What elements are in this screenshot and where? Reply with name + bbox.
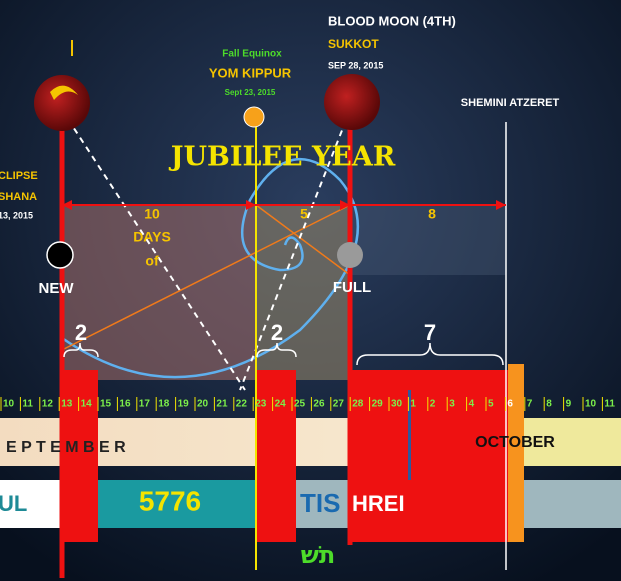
sukkot: SUKKOT (328, 37, 379, 51)
blood-moon (324, 74, 380, 130)
day-label: 5 (488, 399, 494, 410)
span-five: 5 (300, 206, 308, 222)
september: E P T E M B E R (6, 439, 126, 456)
day-label: 18 (158, 399, 170, 410)
day-label: 13 (61, 399, 73, 410)
day-label: 24 (275, 399, 287, 410)
of-label: of (145, 253, 159, 269)
hebrew-letters: תשׁ (301, 541, 336, 569)
elul: UL (0, 491, 27, 516)
full-moon (337, 242, 363, 268)
day-label: 14 (81, 399, 93, 410)
brace-label: 2 (75, 320, 87, 345)
day-label: 10 (585, 399, 597, 410)
orange-bar (508, 364, 524, 542)
day-label: 9 (566, 399, 572, 410)
day-label: 29 (372, 399, 384, 410)
day-label: 2 (430, 399, 436, 410)
day-label: 30 (391, 399, 403, 410)
span-eight: 8 (428, 206, 436, 222)
eclipse-feast: SHANA (0, 191, 37, 203)
day-label: 19 (178, 399, 190, 410)
full-label: FULL (333, 279, 371, 296)
day-label: 22 (236, 399, 248, 410)
eclipse-date: 13, 2015 (0, 210, 33, 220)
blood-moon-title: BLOOD MOON (4TH) (328, 13, 456, 28)
day-label: 7 (527, 399, 533, 410)
year: 5776 (139, 485, 201, 516)
brace-label: 7 (424, 320, 436, 345)
day-label: 12 (42, 399, 54, 410)
red-block (256, 370, 296, 542)
day-label: 28 (352, 399, 364, 410)
day-label: 27 (333, 399, 345, 410)
days-label: DAYS (133, 229, 171, 245)
equinox-date: Sept 23, 2015 (225, 88, 276, 97)
red-block (350, 370, 508, 542)
tishrei-b: HREI (352, 491, 405, 516)
day-label: 6 (507, 399, 513, 410)
day-label: 11 (22, 399, 33, 410)
blood-moon-date: SEP 28, 2015 (328, 60, 383, 70)
brace-label: 2 (271, 320, 283, 345)
sun-dot (244, 107, 264, 127)
day-label: 15 (100, 399, 112, 410)
shemini-atzeret: SHEMINI ATZERET (461, 97, 560, 109)
day-label: 3 (449, 399, 455, 410)
day-label: 10 (3, 399, 15, 410)
day-label: 17 (139, 399, 151, 410)
day-label: 1 (410, 399, 416, 410)
day-label: 25 (294, 399, 306, 410)
new-label: NEW (39, 280, 75, 297)
day-label: 20 (197, 399, 209, 410)
jubilee-title: JUBILEE YEAR (169, 142, 396, 173)
new-moon (47, 242, 73, 268)
day-label: 21 (216, 399, 228, 410)
day-label: 8 (546, 399, 552, 410)
day-label: 11 (604, 399, 615, 410)
eclipse-moon (34, 75, 90, 131)
equinox-label: Fall Equinox (222, 49, 282, 60)
day-label: 16 (119, 399, 131, 410)
span-ten: 10 (144, 206, 160, 222)
tishrei-a: TIS (300, 488, 340, 518)
infographic: BLOOD MOON (4TH) SUKKOT SEP 28, 2015 Fal… (0, 0, 621, 581)
eclipse-title: CLIPSE (0, 170, 38, 182)
day-label: 23 (255, 399, 267, 410)
yom-kippur: YOM KIPPUR (209, 65, 292, 80)
day-label: 26 (313, 399, 325, 410)
october: OCTOBER (475, 434, 555, 451)
day-label: 4 (469, 399, 475, 410)
